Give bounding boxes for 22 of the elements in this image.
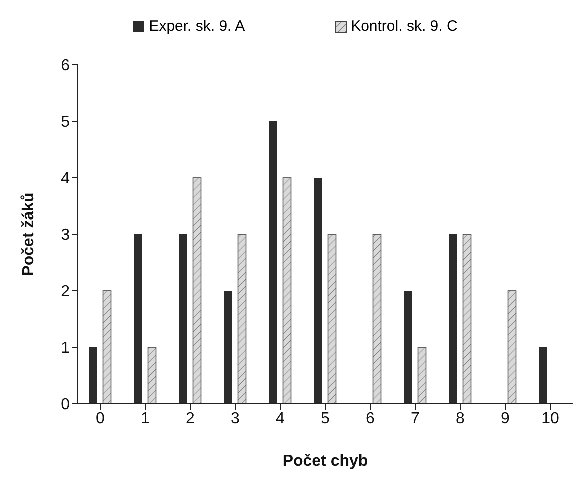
x-tick-label: 0 (96, 410, 106, 428)
x-tick-label: 7 (411, 410, 420, 428)
y-tick-label: 5 (61, 114, 70, 132)
y-tick-label: 4 (61, 170, 70, 188)
x-axis-title: Počet chyb (282, 453, 368, 470)
legend-label: Exper. sk. 9. A (148, 18, 246, 35)
y-axis-title: Počet žáků (20, 192, 38, 276)
x-tick-label: 10 (542, 410, 560, 428)
x-tick-label: 6 (366, 410, 376, 428)
y-tick-label: 1 (61, 340, 70, 358)
legend-label: Kontrol. sk. 9. C (350, 18, 458, 35)
x-tick-label: 5 (321, 410, 330, 428)
y-tick-label: 3 (61, 227, 70, 244)
y-tick-label: 0 (61, 396, 70, 414)
x-tick-label: 9 (501, 410, 510, 428)
x-tick-label: 3 (231, 410, 240, 428)
x-tick-label: 4 (276, 410, 286, 428)
y-tick-label: 6 (61, 58, 70, 75)
x-tick-label: 2 (186, 410, 196, 428)
x-tick-label: 8 (456, 410, 466, 428)
y-tick-label: 2 (61, 284, 70, 301)
x-tick-label: 1 (141, 410, 150, 428)
